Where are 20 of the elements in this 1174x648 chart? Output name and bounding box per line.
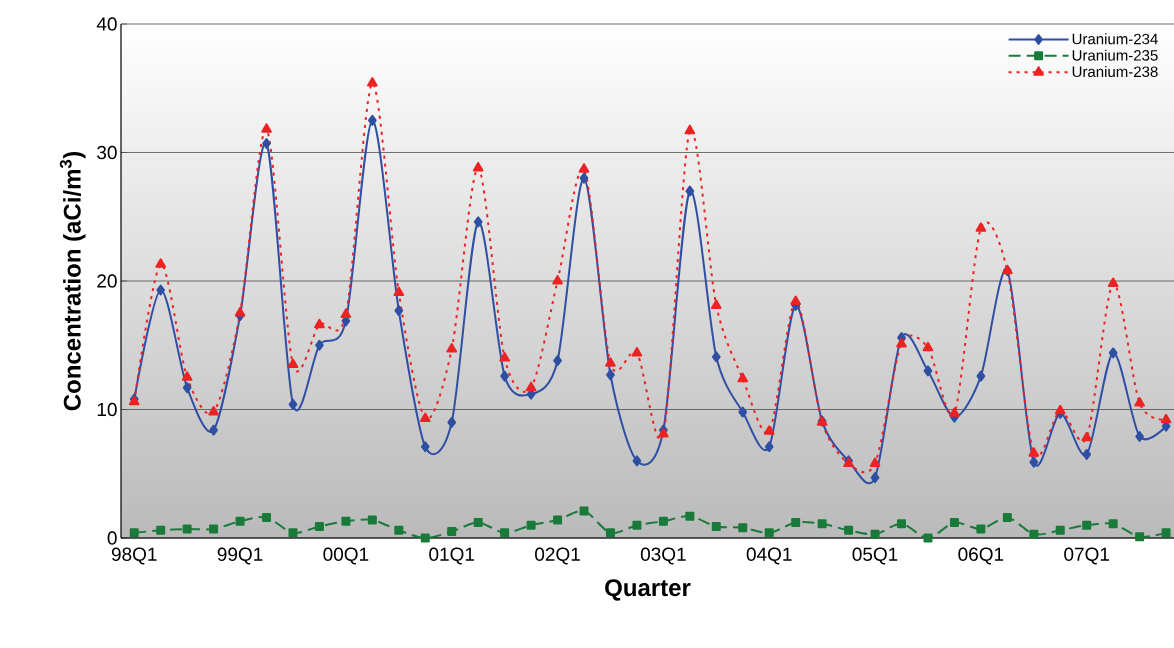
legend-label: Uranium-234 [1072, 33, 1158, 45]
legend-label: Uranium-238 [1072, 66, 1158, 78]
y-tick-label: 0 [107, 531, 117, 545]
y-axis-title: Concentration (aCi/m$^{3}$) [59, 151, 86, 411]
x-tick-label: 04Q1 [746, 547, 792, 565]
x-tick-label: 06Q1 [958, 547, 1004, 565]
legend-label: Uranium-235 [1072, 49, 1158, 61]
y-tick-label: 10 [97, 402, 117, 417]
x-tick-label: 03Q1 [640, 547, 686, 565]
x-tick-label: 07Q1 [1064, 547, 1110, 565]
x-tick-label: 99Q1 [217, 547, 263, 565]
y-tick-label: 20 [97, 274, 117, 288]
x-tick-label: 01Q1 [429, 547, 475, 565]
x-tick-label: 98Q1 [111, 547, 157, 565]
y-tick-label: 30 [97, 145, 117, 160]
x-tick-label: 02Q1 [535, 547, 580, 565]
x-tick-label: 05Q1 [852, 547, 898, 565]
y-tick-label: 40 [96, 17, 117, 31]
x-axis-title: Quarter [605, 579, 691, 601]
x-tick-label: 00Q1 [323, 547, 369, 565]
